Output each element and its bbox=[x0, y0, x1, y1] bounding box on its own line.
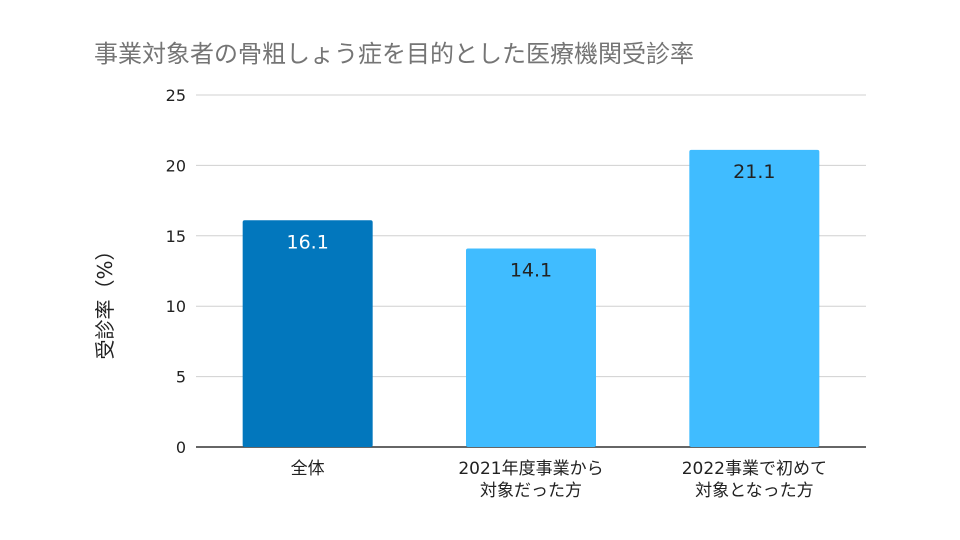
chart-title: 事業対象者の骨粗しょう症を目的とした医療機関受診率 bbox=[94, 40, 694, 68]
data-label: 14.1 bbox=[510, 259, 552, 281]
data-label: 16.1 bbox=[287, 231, 329, 253]
bar bbox=[466, 248, 596, 447]
x-tick-label: 対象となった方 bbox=[695, 481, 814, 501]
x-tick-label: 対象だった方 bbox=[480, 481, 582, 501]
y-tick-label: 10 bbox=[166, 297, 186, 316]
bar bbox=[242, 220, 373, 447]
x-tick-label: 2021年度事業から bbox=[458, 459, 603, 479]
data-label: 21.1 bbox=[733, 161, 775, 183]
bars bbox=[242, 149, 820, 448]
y-tick-label: 20 bbox=[166, 156, 186, 175]
x-tick-label: 全体 bbox=[291, 459, 325, 479]
bar bbox=[689, 149, 820, 448]
y-tick-label: 0 bbox=[176, 438, 186, 457]
y-axis-label: 受診率（%） bbox=[93, 240, 117, 359]
y-tick-label: 25 bbox=[166, 86, 186, 105]
y-tick-label: 15 bbox=[166, 227, 186, 246]
y-tick-label: 5 bbox=[176, 368, 186, 387]
x-tick-label: 2022事業で初めて bbox=[682, 459, 827, 479]
